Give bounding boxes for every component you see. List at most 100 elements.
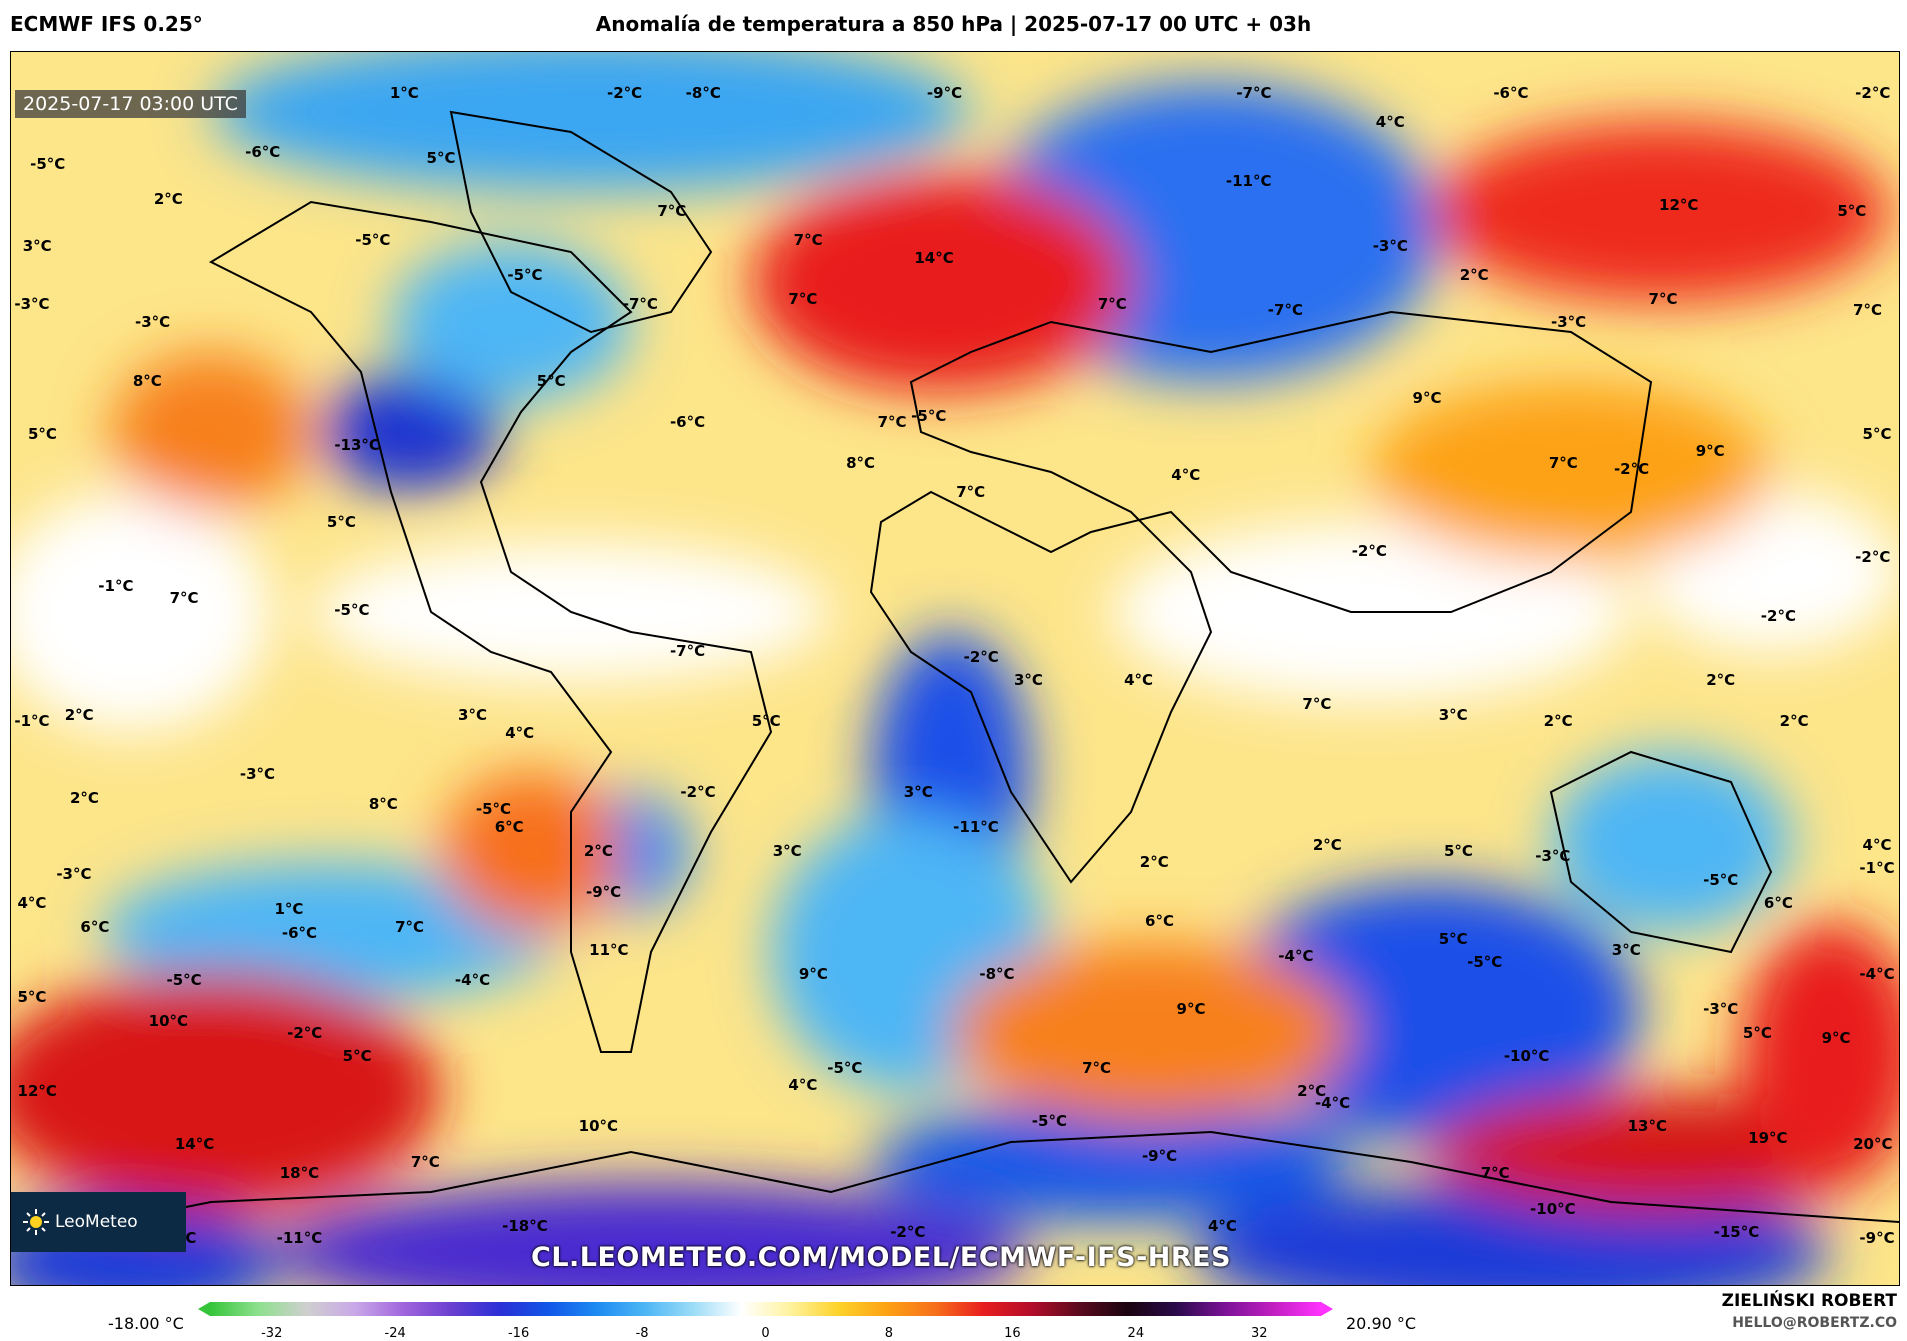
anomaly-label: 19°C [1748, 1129, 1788, 1148]
anomaly-label: 6°C [1763, 894, 1793, 913]
anomaly-label: 11°C [589, 941, 629, 960]
anomaly-label: -2°C [1760, 606, 1796, 625]
anomaly-label: -3°C [56, 865, 92, 883]
anomaly-label: -2°C [890, 1223, 926, 1242]
scale-tick-label: -24 [384, 1326, 406, 1341]
anomaly-label: 4°C [505, 724, 535, 743]
scale-tick-label: 24 [1127, 1326, 1145, 1341]
anomaly-label: 8°C [132, 371, 162, 390]
anomaly-label: -4°C [1315, 1093, 1351, 1112]
scale-tick-label: 32 [1250, 1326, 1268, 1341]
coastlines [11, 110, 1899, 1243]
logo-text: LeoMeteo [55, 1212, 138, 1232]
anomaly-label: -5°C [1467, 953, 1503, 972]
map-title: Anomalía de temperatura a 850 hPa | 2025… [595, 12, 1312, 36]
anomaly-label: -2°C [680, 782, 716, 801]
anomaly-label: -2°C [1613, 459, 1650, 478]
anomaly-label: 5°C [536, 371, 566, 390]
anomaly-label: -5°C [1031, 1111, 1067, 1130]
anomaly-label: 2°C [1779, 712, 1809, 731]
anomaly-label: 7°C [1097, 295, 1127, 314]
anomaly-label: -9°C [926, 84, 963, 103]
anomaly-label: 2°C [1706, 671, 1736, 690]
anomaly-label: -2°C [963, 647, 999, 666]
anomaly-label: 3°C [772, 841, 802, 860]
scale-tick-label: -8 [635, 1326, 649, 1341]
anomaly-label: -2°C [1351, 542, 1387, 561]
anomaly-label: 5°C [326, 512, 356, 531]
legend-min-label: -18.00 °C [108, 1314, 184, 1333]
leometeo-logo[interactable]: LeoMeteo [11, 1192, 186, 1252]
scale-low-arrow [198, 1302, 210, 1316]
sun-icon [23, 1209, 49, 1235]
anomaly-label: -5°C [355, 230, 391, 249]
anomaly-label: -11°C [953, 818, 999, 837]
anomaly-label: 3°C [903, 782, 933, 801]
anomaly-label: 1°C [389, 84, 419, 103]
anomaly-label: 9°C [1695, 442, 1725, 461]
anomaly-label: 4°C [788, 1076, 818, 1095]
anomaly-label: 2°C [64, 706, 94, 725]
anomaly-label: -3°C [239, 765, 276, 784]
anomaly-label: -2°C [287, 1023, 323, 1042]
anomaly-label: 4°C [1375, 113, 1405, 132]
anomaly-label: 7°C [788, 289, 818, 308]
anomaly-label: 3°C [1611, 941, 1641, 960]
anomaly-label: 10°C [578, 1117, 619, 1136]
anomaly-label: -9°C [586, 882, 622, 901]
anomaly-label: 9°C [1412, 389, 1442, 408]
anomaly-label: -11°C [1225, 172, 1272, 191]
timestamp-badge: 2025-07-17 03:00 UTC [15, 90, 246, 118]
anomaly-label: -3°C [1551, 313, 1587, 332]
anomaly-field [11, 52, 1899, 1285]
anomaly-label: 5°C [1438, 929, 1468, 948]
anomaly-label: -8°C [685, 84, 721, 103]
temperature-anomaly-map[interactable]: 1°C -2°C -8°C -9°C -7°C -6°C -2°C -5°C -6°C 2°C 5°… [10, 51, 1900, 1286]
anomaly-label: 9°C [1176, 1000, 1206, 1019]
anomaly-label: -5°C [30, 154, 66, 173]
anomaly-label: 6°C [494, 818, 524, 837]
anomaly-label: 3°C [1438, 706, 1468, 725]
anomaly-label: -5°C [334, 600, 370, 619]
anomaly-label: 3°C [1013, 671, 1043, 690]
anomaly-label: -6°C [245, 142, 281, 161]
anomaly-label: -6°C [281, 923, 318, 942]
anomaly-label: 7°C [1853, 301, 1883, 320]
anomaly-label: -5°C [1703, 870, 1739, 889]
anomaly-label: -7°C [1236, 84, 1272, 103]
anomaly-label: 14°C [914, 248, 954, 267]
author-email: HELLO@ROBERTZ.CO [1732, 1315, 1897, 1331]
anomaly-label: 7°C [410, 1152, 440, 1171]
anomaly-label: -4°C [454, 970, 491, 989]
anomaly-label: 7°C [1302, 694, 1332, 713]
anomaly-label: -13°C [334, 436, 380, 455]
anomaly-label: -3°C [1703, 1000, 1739, 1019]
anomaly-label: -8°C [979, 964, 1015, 983]
anomaly-label: -3°C [1372, 236, 1408, 255]
color-scale [198, 1302, 1333, 1318]
anomaly-label: 7°C [1548, 454, 1578, 472]
anomaly-label: -5°C [475, 800, 512, 819]
anomaly-label: 8°C [368, 794, 398, 813]
anomaly-label: -4°C [1278, 947, 1314, 966]
anomaly-label: 2°C [69, 788, 99, 807]
anomaly-label: 5°C [426, 148, 456, 167]
anomaly-label: 18°C [279, 1164, 320, 1183]
color-scale-bar [210, 1302, 1321, 1316]
anomaly-label: 2°C [583, 841, 613, 860]
anomaly-label: 7°C [1082, 1058, 1112, 1077]
anomaly-label: -15°C [1713, 1223, 1760, 1242]
anomaly-label: 5°C [751, 712, 781, 731]
scale-tick-label: 8 [884, 1326, 894, 1341]
anomaly-label: 5°C [1443, 841, 1473, 860]
anomaly-label: 13°C [1627, 1117, 1667, 1136]
anomaly-label: 14°C [174, 1135, 215, 1154]
anomaly-label: -7°C [622, 295, 658, 314]
anomaly-label: -5°C [166, 970, 202, 989]
anomaly-label: 7°C [169, 589, 199, 608]
anomaly-label: 7°C [1480, 1164, 1510, 1183]
anomaly-label: 7°C [793, 230, 823, 249]
anomaly-label: 5°C [342, 1047, 372, 1065]
scale-tick-label: 16 [1004, 1326, 1021, 1341]
anomaly-label: -9°C [1141, 1146, 1178, 1165]
